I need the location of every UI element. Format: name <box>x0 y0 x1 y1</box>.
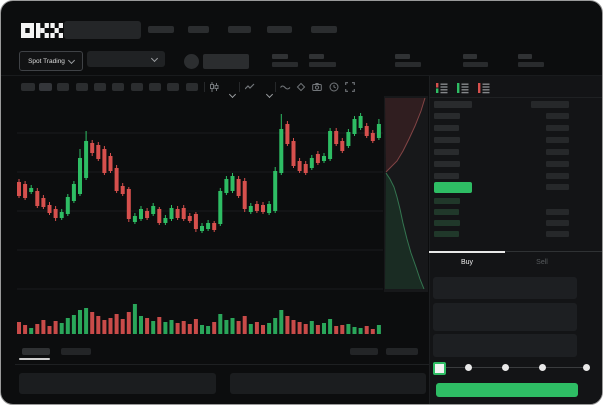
orders-divider <box>15 364 429 365</box>
orderbook-header-divider <box>429 97 602 98</box>
price-column-header <box>434 101 472 108</box>
toolbar-divider <box>275 82 276 92</box>
timeframe-button[interactable] <box>21 83 35 91</box>
orders-empty-panel <box>230 373 426 394</box>
ask-row-price[interactable] <box>434 173 459 179</box>
search-input[interactable] <box>64 21 141 39</box>
nav-item[interactable] <box>311 26 337 33</box>
candlestick-style-icon[interactable] <box>209 82 219 92</box>
bid-row-price[interactable] <box>434 198 460 204</box>
bid-row-amount <box>546 209 569 215</box>
timeframe-button[interactable] <box>76 83 88 91</box>
market-mode-dropdown[interactable]: Spot Trading <box>19 51 83 71</box>
ask-row-price[interactable] <box>434 161 460 167</box>
camera-icon[interactable] <box>312 82 322 92</box>
buy-tab[interactable]: Buy <box>460 259 474 266</box>
orders-toolbar-item[interactable] <box>350 348 378 355</box>
ask-row-price[interactable] <box>434 137 460 143</box>
nav-item[interactable] <box>267 26 292 33</box>
orders-tab[interactable] <box>61 348 91 355</box>
orders-toolbar-item[interactable] <box>386 348 418 355</box>
ask-row-price[interactable] <box>434 113 460 119</box>
market-mode-label: Spot Trading <box>28 57 65 65</box>
candlestick-chart[interactable] <box>15 94 429 339</box>
timeframe-button[interactable] <box>167 83 179 91</box>
nav-item[interactable] <box>188 26 209 33</box>
buy-tab-indicator <box>429 251 505 253</box>
slider-stop-25[interactable] <box>465 364 472 371</box>
timeframe-button[interactable] <box>39 83 52 91</box>
line-style-icon[interactable] <box>280 82 291 92</box>
percent-slider-track[interactable] <box>438 367 587 368</box>
sell-tab[interactable]: Sell <box>536 259 548 266</box>
timeframe-button[interactable] <box>57 83 69 91</box>
last-price-amount <box>546 184 569 190</box>
orders-empty-panel <box>19 373 216 394</box>
ask-row-amount <box>546 173 569 179</box>
timeframe-button[interactable] <box>149 83 161 91</box>
timeframe-button[interactable] <box>94 83 106 91</box>
total-input[interactable] <box>433 334 577 357</box>
bid-row-amount <box>546 231 569 237</box>
last-price-bar[interactable] <box>434 182 472 193</box>
header-divider <box>1 75 602 76</box>
pair-select-dropdown[interactable] <box>87 51 165 67</box>
measure-icon[interactable] <box>296 82 306 92</box>
fullscreen-icon[interactable] <box>345 82 355 92</box>
trade-side-tabs: Buy Sell <box>429 251 602 275</box>
ask-row-amount <box>546 137 569 143</box>
orderbook-combined-view-icon[interactable] <box>436 81 448 94</box>
timeframe-button[interactable] <box>186 83 198 91</box>
amount-column-header <box>531 101 569 108</box>
bid-row-price[interactable] <box>434 220 460 226</box>
chevron-down-icon <box>67 56 75 65</box>
buy-submit-button[interactable] <box>436 383 578 397</box>
active-tab-underline <box>19 358 50 360</box>
indicators-icon[interactable] <box>245 82 255 92</box>
panel-divider <box>429 76 430 404</box>
slider-stop-50[interactable] <box>502 364 509 371</box>
ask-row-amount <box>546 161 569 167</box>
history-clock-icon[interactable] <box>329 82 339 92</box>
okx-logo <box>21 23 63 38</box>
bid-row-amount <box>546 220 569 226</box>
ask-row-amount <box>546 149 569 155</box>
toolbar-divider <box>204 82 205 92</box>
ask-row-amount <box>546 125 569 131</box>
ask-row-amount <box>546 113 569 119</box>
orderbook-buys-view-icon[interactable] <box>457 81 469 94</box>
bid-row-price[interactable] <box>434 209 459 215</box>
amount-input[interactable] <box>433 303 577 331</box>
price-input[interactable] <box>433 277 577 299</box>
pair-name-placeholder <box>203 54 249 69</box>
timeframe-button[interactable] <box>131 83 143 91</box>
toolbar-divider <box>239 82 240 92</box>
orderbook-sells-view-icon[interactable] <box>478 81 490 94</box>
timeframe-button[interactable] <box>112 83 124 91</box>
nav-item[interactable] <box>148 26 174 33</box>
slider-stop-100[interactable] <box>583 364 590 371</box>
nav-item[interactable] <box>228 26 251 33</box>
bid-row-price[interactable] <box>434 231 459 237</box>
ask-row-price[interactable] <box>434 149 459 155</box>
slider-handle[interactable] <box>433 362 446 375</box>
chevron-down-icon <box>150 54 159 63</box>
coin-icon <box>184 54 199 69</box>
slider-stop-75[interactable] <box>539 364 546 371</box>
ask-row-price[interactable] <box>434 125 459 131</box>
orders-tab-active[interactable] <box>22 348 50 355</box>
